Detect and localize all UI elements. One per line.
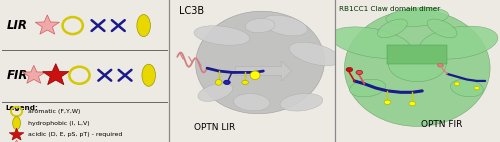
Ellipse shape bbox=[216, 80, 222, 85]
Ellipse shape bbox=[356, 70, 362, 75]
Text: acidic (D, E, pS, pT) - required: acidic (D, E, pS, pT) - required bbox=[28, 132, 122, 137]
Polygon shape bbox=[388, 45, 447, 64]
Ellipse shape bbox=[409, 102, 416, 106]
Text: Legend:: Legend: bbox=[5, 105, 38, 111]
Ellipse shape bbox=[454, 82, 460, 85]
Ellipse shape bbox=[12, 117, 20, 130]
Polygon shape bbox=[36, 15, 60, 34]
Ellipse shape bbox=[280, 93, 323, 111]
Polygon shape bbox=[9, 140, 24, 142]
Ellipse shape bbox=[346, 67, 352, 72]
Ellipse shape bbox=[450, 79, 484, 97]
Text: RB1CC1 Claw domain dimer: RB1CC1 Claw domain dimer bbox=[340, 6, 440, 12]
Text: LC3B: LC3B bbox=[179, 6, 204, 16]
Ellipse shape bbox=[344, 10, 490, 126]
Circle shape bbox=[250, 71, 260, 80]
Ellipse shape bbox=[242, 80, 248, 84]
Text: hydrophobic (I, L,V): hydrophobic (I, L,V) bbox=[28, 121, 90, 126]
Text: aromatic (F,Y,W): aromatic (F,Y,W) bbox=[28, 109, 80, 114]
Ellipse shape bbox=[330, 27, 411, 58]
Ellipse shape bbox=[198, 83, 232, 101]
Ellipse shape bbox=[142, 64, 156, 86]
Ellipse shape bbox=[194, 26, 250, 45]
Text: OPTN LIR: OPTN LIR bbox=[194, 123, 235, 132]
Ellipse shape bbox=[438, 63, 444, 67]
Ellipse shape bbox=[137, 15, 150, 36]
Ellipse shape bbox=[289, 42, 340, 66]
Ellipse shape bbox=[245, 18, 275, 33]
Polygon shape bbox=[235, 61, 292, 81]
Ellipse shape bbox=[420, 26, 498, 59]
Text: LIR: LIR bbox=[7, 19, 28, 32]
Ellipse shape bbox=[427, 19, 457, 38]
Text: FIR: FIR bbox=[7, 69, 28, 82]
Polygon shape bbox=[9, 128, 24, 140]
Ellipse shape bbox=[350, 79, 386, 97]
Ellipse shape bbox=[386, 8, 448, 27]
Ellipse shape bbox=[388, 46, 446, 82]
Text: OPTN FIR: OPTN FIR bbox=[420, 120, 462, 129]
Ellipse shape bbox=[262, 15, 308, 36]
Ellipse shape bbox=[196, 11, 324, 114]
Ellipse shape bbox=[384, 100, 391, 104]
Ellipse shape bbox=[224, 80, 230, 84]
Polygon shape bbox=[22, 65, 45, 83]
Ellipse shape bbox=[234, 94, 270, 111]
Polygon shape bbox=[42, 64, 69, 85]
Ellipse shape bbox=[378, 19, 408, 38]
Ellipse shape bbox=[474, 86, 480, 90]
